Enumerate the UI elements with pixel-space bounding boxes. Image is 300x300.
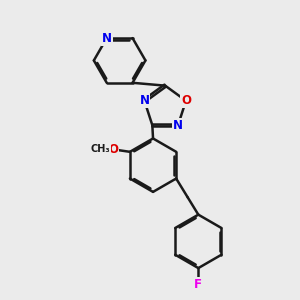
Text: N: N xyxy=(102,32,112,45)
Text: CH₃: CH₃ xyxy=(91,144,110,154)
Text: F: F xyxy=(194,278,202,291)
Text: O: O xyxy=(108,143,118,156)
Text: N: N xyxy=(173,119,183,132)
Text: O: O xyxy=(181,94,191,107)
Text: N: N xyxy=(140,94,149,107)
